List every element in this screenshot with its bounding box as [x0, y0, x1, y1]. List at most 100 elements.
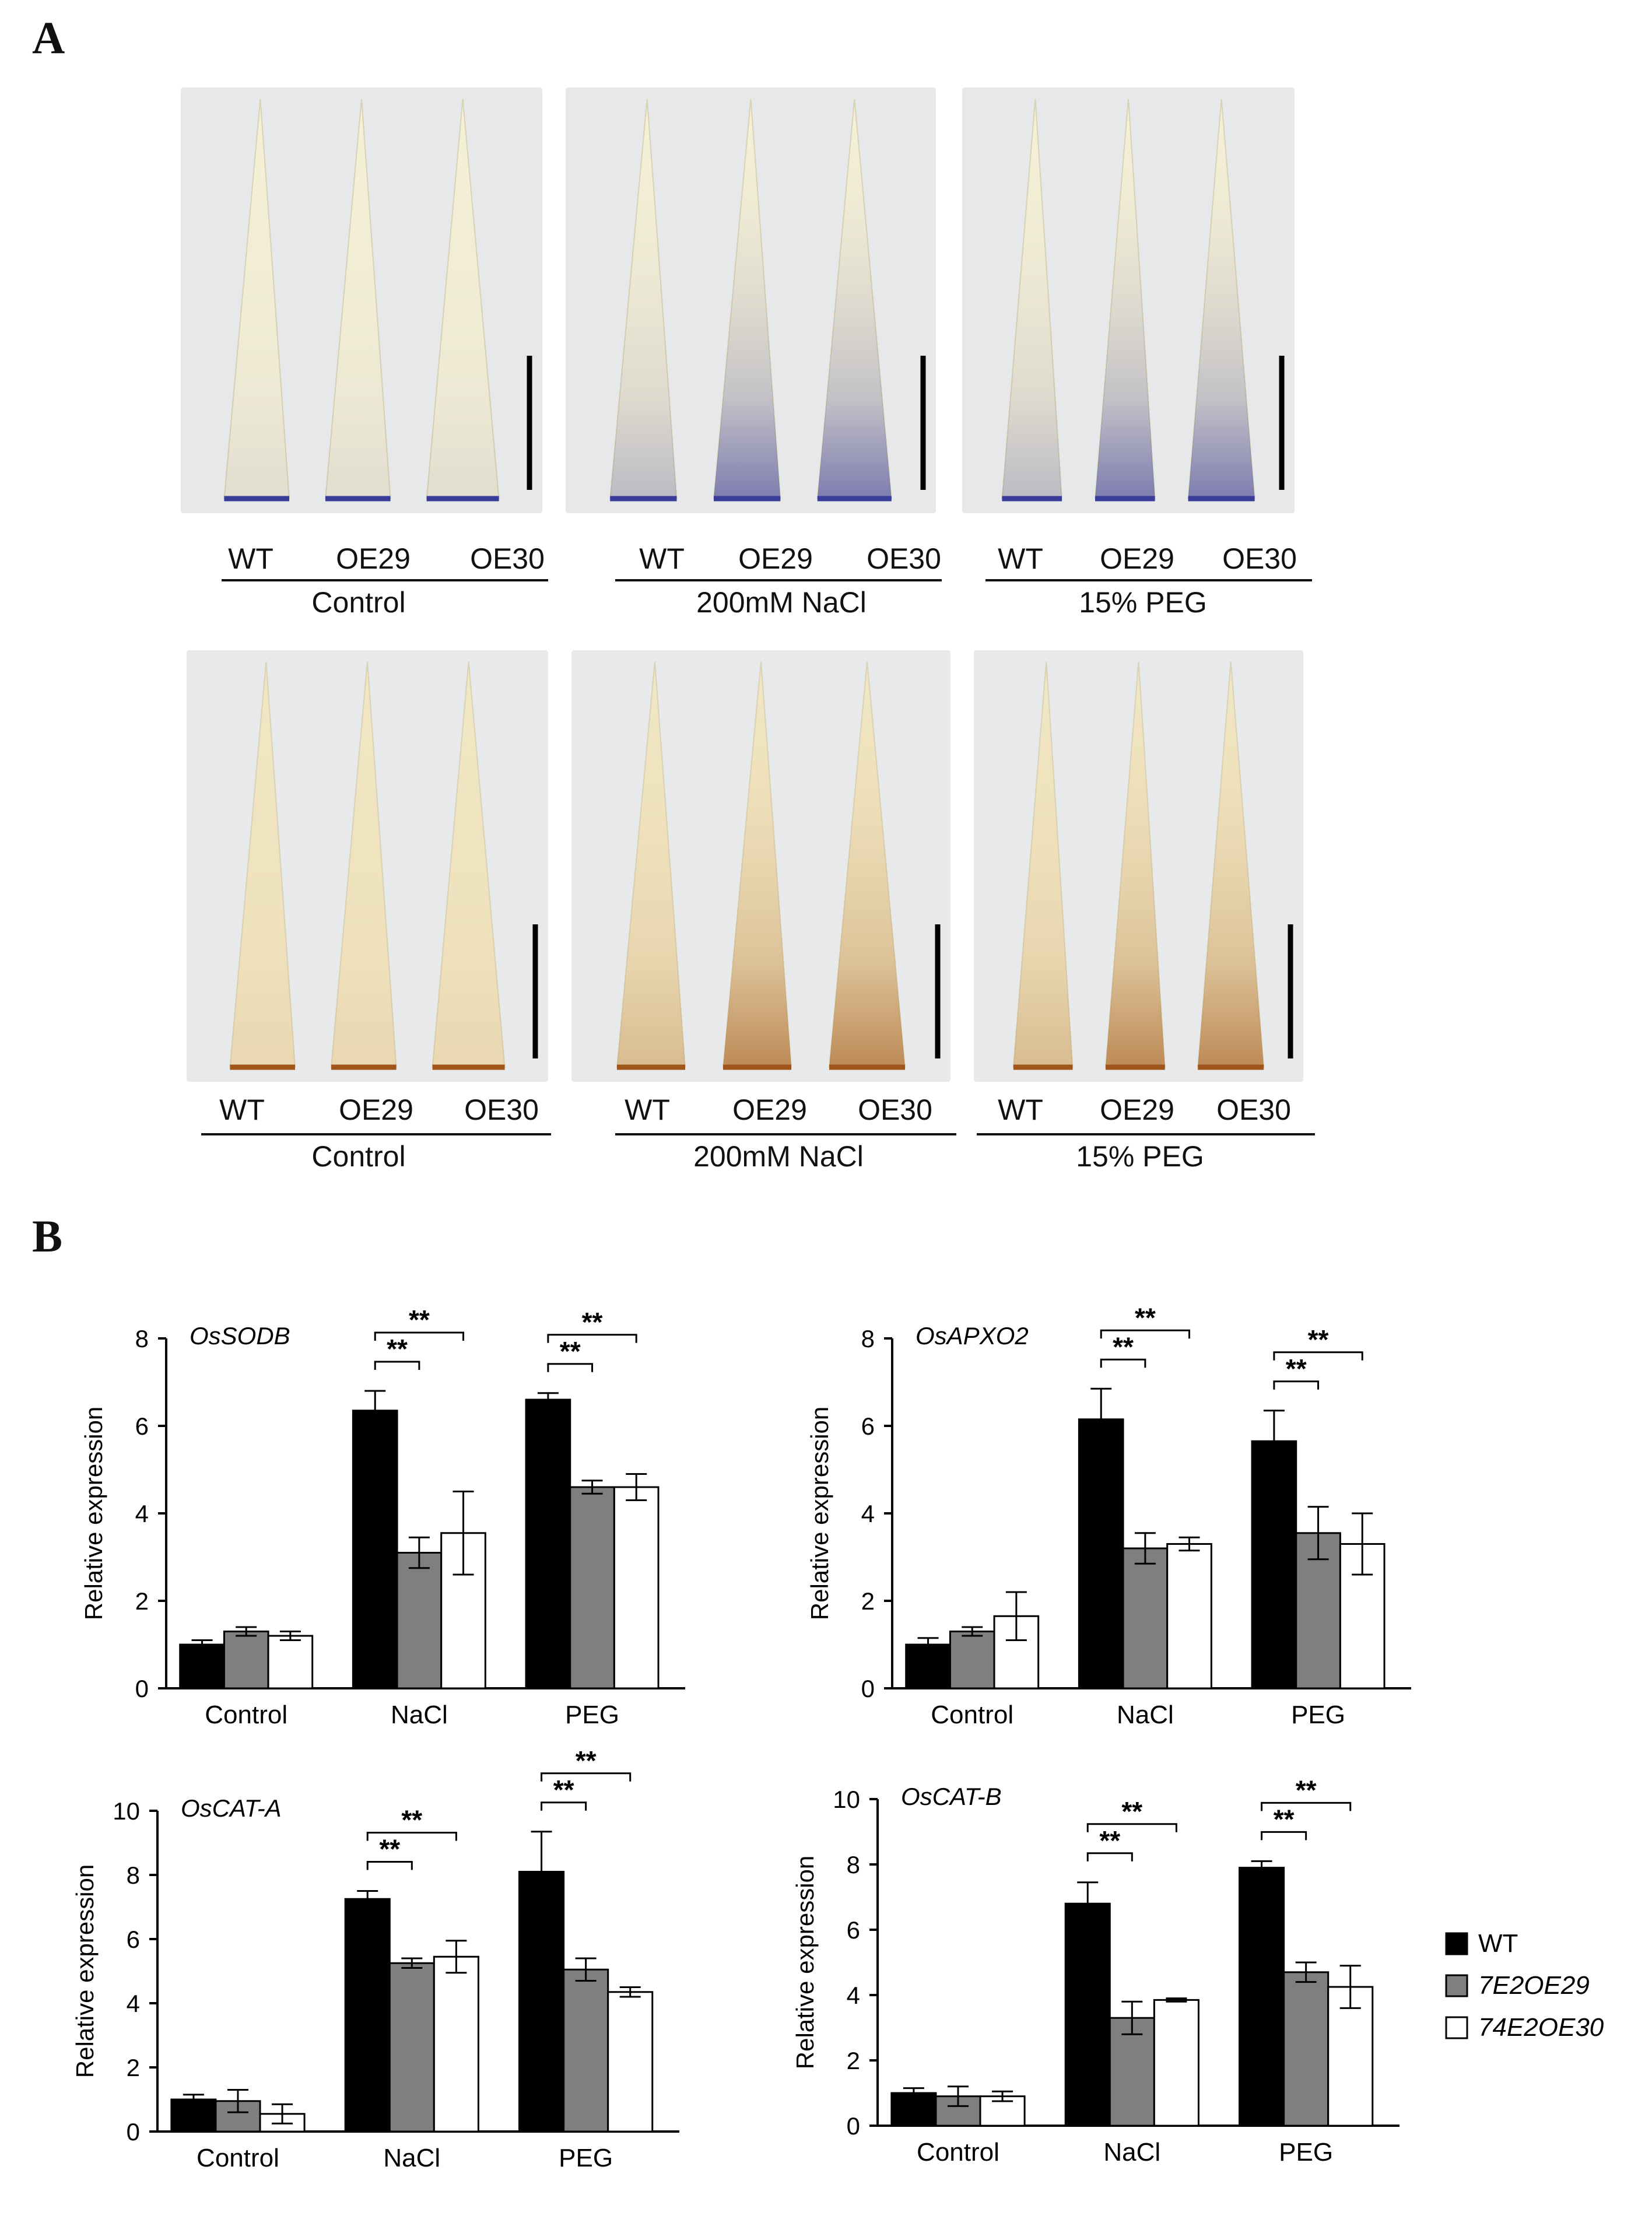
- significance-label: **: [387, 1334, 408, 1364]
- significance-label: **: [409, 1305, 430, 1335]
- leaf-stain: [325, 99, 391, 499]
- bar: [1078, 1418, 1124, 1689]
- category-label: PEG: [559, 2144, 613, 2172]
- legend-label: WT: [1478, 1929, 1518, 1958]
- chart-title: OsCAT-B: [901, 1783, 1002, 1810]
- significance-bracket: [1100, 1358, 1146, 1368]
- stain-panel-dab-1: [187, 650, 548, 1082]
- y-tick-label: 10: [113, 1797, 140, 1825]
- legend: WT 7E2OE29 74E2OE30: [1445, 1929, 1604, 2042]
- chart-osapxo2: 0 2 4 6 8 Relative expression OsAPXO2 Control Na…: [806, 1302, 1411, 1729]
- legend-swatch: [1445, 2016, 1468, 2039]
- leaf-stain: [1188, 99, 1255, 499]
- significance-bracket: [541, 1801, 587, 1811]
- bar: [1327, 1986, 1374, 2127]
- genotype-label: WT: [998, 542, 1043, 575]
- genotype-label: WT: [998, 1093, 1043, 1126]
- significance-label: **: [553, 1775, 574, 1805]
- stain-panel-nbt-1: [181, 87, 542, 513]
- y-tick-label: 6: [135, 1412, 149, 1440]
- leaf-stain: [1013, 662, 1073, 1067]
- y-tick-label: 2: [861, 1587, 875, 1615]
- bar: [563, 1968, 609, 2133]
- condition-label: 15% PEG: [1079, 586, 1207, 619]
- leaf-stain: [1106, 662, 1165, 1067]
- leaf-stain: [723, 662, 791, 1067]
- significance-bracket: [1273, 1380, 1320, 1390]
- y-tick-label: 2: [847, 2047, 860, 2074]
- bar: [1122, 1547, 1169, 1689]
- significance-label: **: [1274, 1804, 1295, 1834]
- category-label: Control: [197, 2144, 279, 2172]
- leaf-stain: [817, 99, 892, 499]
- category-label: PEG: [565, 1701, 619, 1729]
- expression-charts: 0 2 4 6 8 Relative expression OsSODB Control NaC…: [71, 1302, 1604, 2172]
- genotype-label: OE29: [1100, 1093, 1174, 1126]
- y-tick-label: 8: [127, 1862, 140, 1889]
- legend-label: 74E2OE30: [1478, 2013, 1604, 2042]
- staining-figure: WT OE29 OE30 Control WT OE29 OE30 200mM NaCl WT O…: [181, 87, 1315, 1173]
- genotype-label: OE29: [732, 1093, 807, 1126]
- significance-label: **: [1308, 1324, 1329, 1355]
- condition-label: Control: [311, 586, 405, 619]
- leaf-stain: [224, 99, 289, 499]
- significance-label: **: [1099, 1825, 1120, 1856]
- leaf-stain: [426, 99, 499, 499]
- significance-bracket: [374, 1331, 465, 1341]
- y-axis-label: Relative expression: [791, 1856, 819, 2070]
- condition-label: 200mM NaCl: [693, 1140, 864, 1173]
- leaf-stain: [617, 662, 685, 1067]
- y-axis-label: Relative expression: [71, 1864, 99, 2078]
- genotype-label: OE29: [1100, 542, 1174, 575]
- bar: [949, 1631, 995, 1689]
- panel-a-letter: A: [32, 12, 65, 63]
- category-label: NaCl: [383, 2144, 440, 2172]
- y-tick-label: 6: [127, 1926, 140, 1953]
- genotype-label: OE30: [1216, 1093, 1291, 1126]
- significance-label: **: [401, 1805, 422, 1835]
- significance-label: **: [1113, 1331, 1134, 1362]
- bar: [352, 1410, 398, 1689]
- y-axis-label: Relative expression: [80, 1407, 107, 1621]
- significance-bracket: [1086, 1852, 1133, 1862]
- category-label: PEG: [1279, 2138, 1333, 2167]
- condition-label: 15% PEG: [1076, 1140, 1204, 1173]
- category-label: Control: [917, 2138, 999, 2167]
- chart-title: OsCAT-A: [181, 1794, 282, 1822]
- significance-label: **: [1135, 1302, 1156, 1333]
- panel-b-letter: B: [32, 1211, 63, 1261]
- legend-swatch: [1445, 1974, 1468, 1997]
- leaf-stain: [331, 662, 397, 1067]
- legend-swatch: [1445, 1932, 1468, 1955]
- bar: [613, 1486, 660, 1689]
- leaf-stain: [829, 662, 905, 1067]
- y-tick-label: 0: [861, 1675, 875, 1702]
- category-label: Control: [205, 1701, 287, 1729]
- bar: [1239, 1867, 1285, 2127]
- significance-label: **: [560, 1336, 581, 1366]
- significance-label: **: [1121, 1796, 1142, 1827]
- chart-ossodb: 0 2 4 6 8 Relative expression OsSODB Control NaC…: [80, 1305, 685, 1729]
- category-label: NaCl: [1103, 2138, 1160, 2167]
- genotype-label: WT: [219, 1093, 265, 1126]
- significance-bracket: [1086, 1823, 1177, 1832]
- y-tick-label: 10: [833, 1786, 860, 1813]
- category-label: NaCl: [1117, 1701, 1174, 1729]
- y-tick-label: 0: [847, 2112, 860, 2140]
- genotype-label: OE30: [1222, 542, 1297, 575]
- significance-bracket: [1273, 1351, 1363, 1361]
- significance-label: **: [576, 1745, 597, 1776]
- bar: [1064, 1902, 1111, 2127]
- bar: [1251, 1440, 1297, 1689]
- genotype-label: WT: [639, 542, 685, 575]
- y-tick-label: 4: [127, 1990, 140, 2017]
- leaf-stain: [1095, 99, 1155, 499]
- category-label: Control: [931, 1701, 1013, 1729]
- genotype-label: OE29: [336, 542, 411, 575]
- genotype-label: WT: [228, 542, 273, 575]
- significance-bracket: [1261, 1831, 1307, 1841]
- stain-panel-nbt-3: [962, 87, 1295, 513]
- leaf-stain: [230, 662, 295, 1067]
- significance-bracket: [366, 1832, 457, 1841]
- chart-oscat-b: 0 2 4 6 8 10 Relative expression OsCAT-B Control…: [791, 1775, 1400, 2167]
